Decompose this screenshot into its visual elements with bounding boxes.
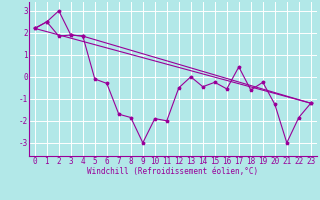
X-axis label: Windchill (Refroidissement éolien,°C): Windchill (Refroidissement éolien,°C) <box>87 167 258 176</box>
